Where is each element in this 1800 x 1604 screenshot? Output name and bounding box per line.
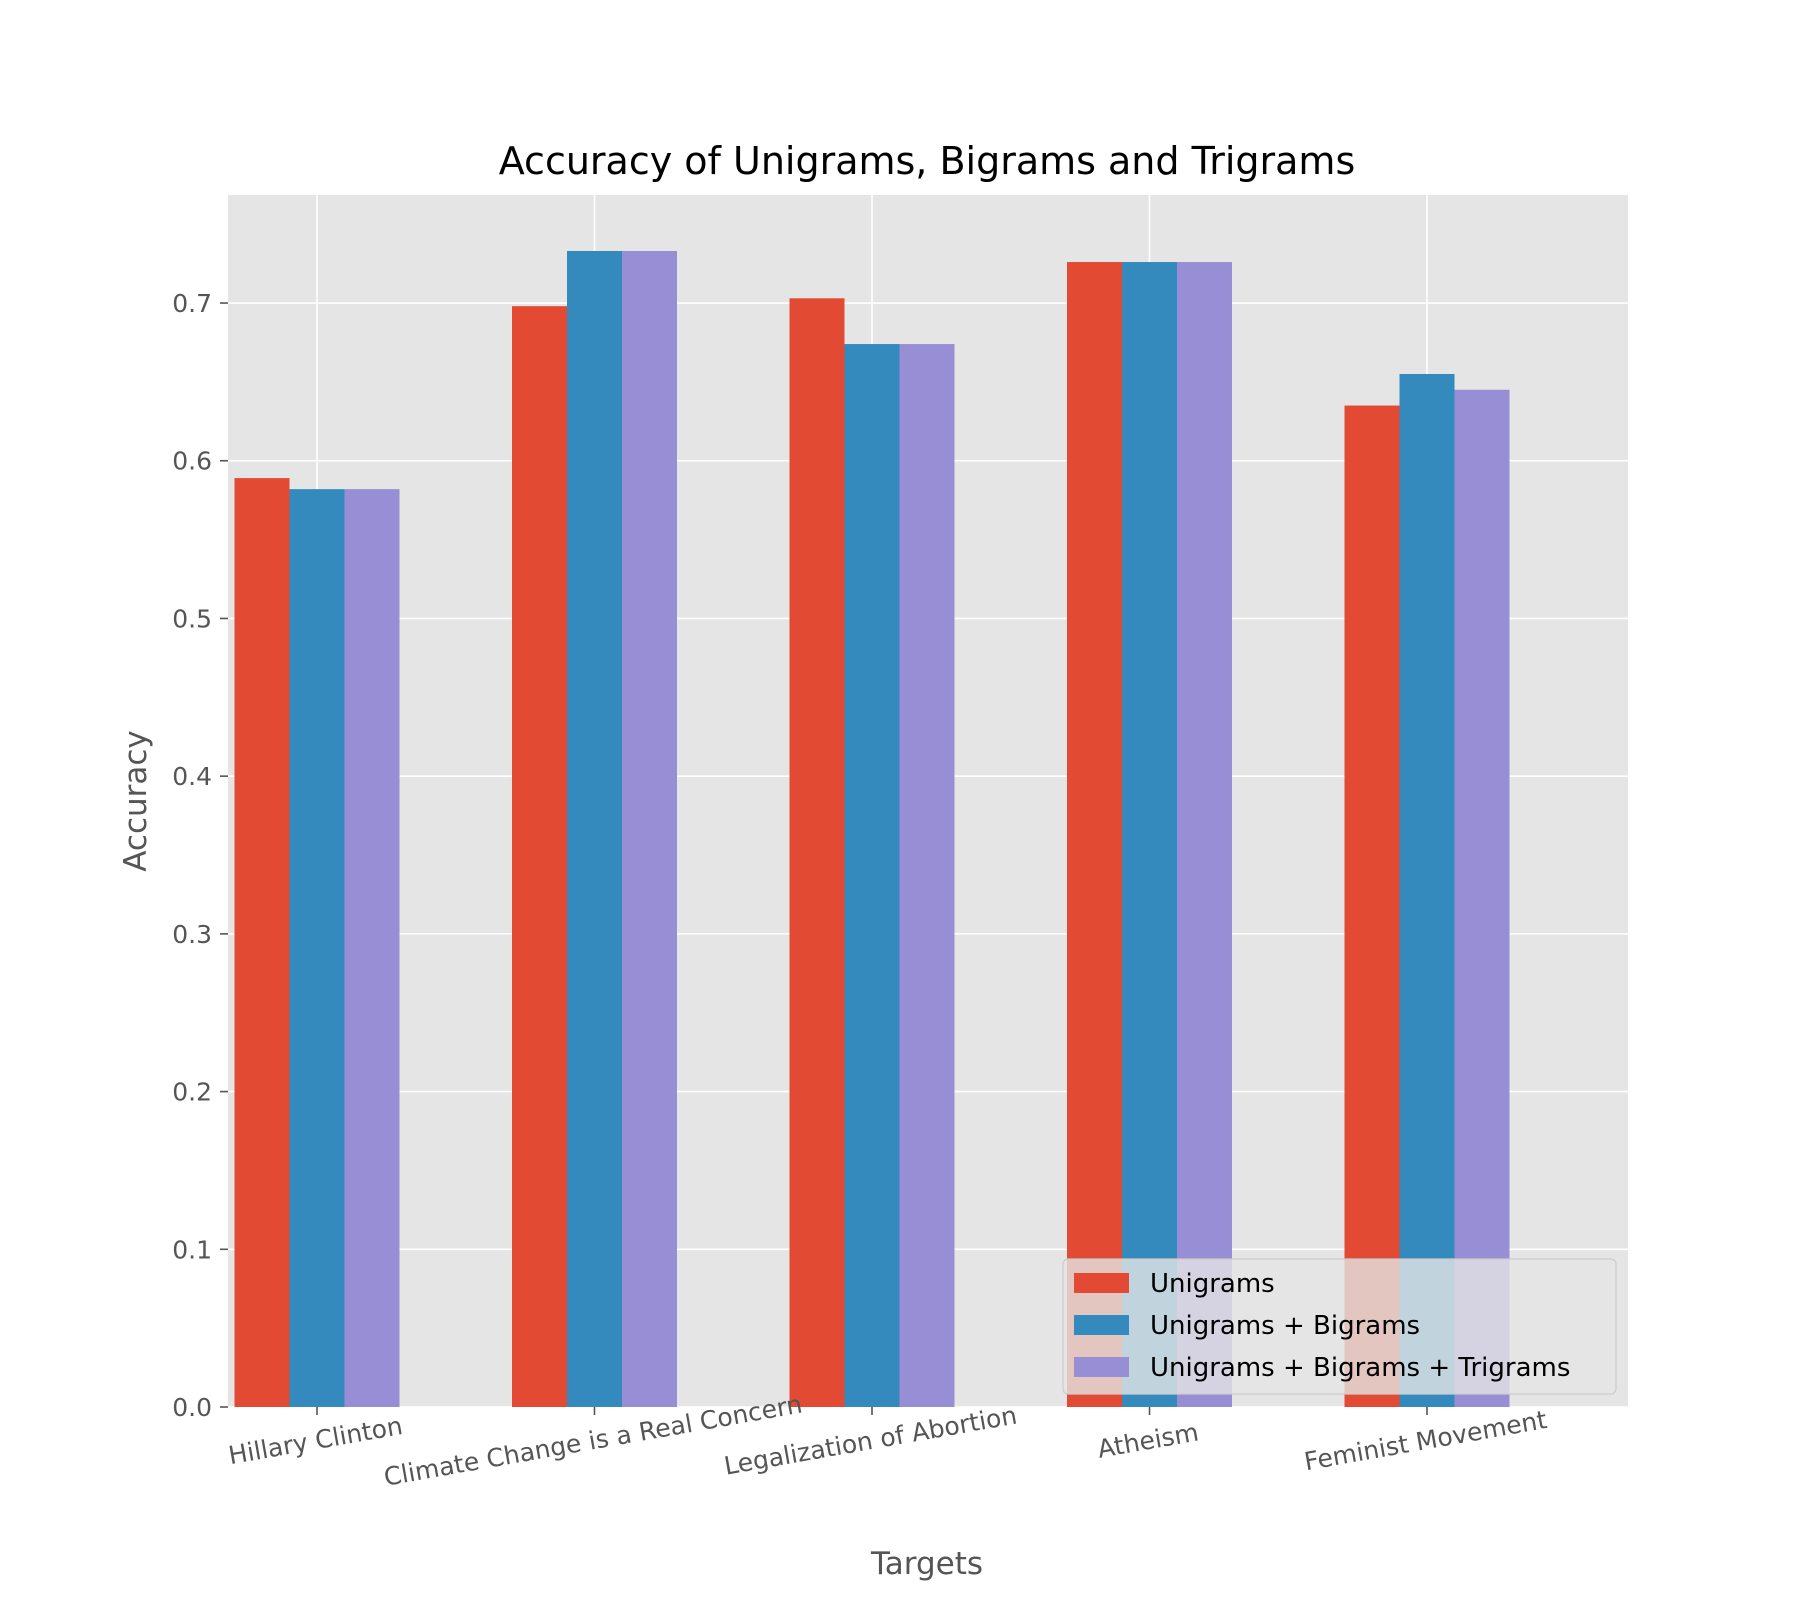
y-axis: 0.0 0.1 0.2 0.3 0.4 0.5 0.6 0.7 bbox=[172, 289, 228, 1422]
bar bbox=[1067, 262, 1122, 1408]
legend-swatch bbox=[1074, 1315, 1129, 1335]
legend-label: Unigrams bbox=[1150, 1269, 1275, 1299]
y-tick-label: 0.6 bbox=[172, 447, 212, 476]
legend-label: Unigrams + Bigrams bbox=[1150, 1311, 1420, 1341]
legend: Unigrams Unigrams + Bigrams Unigrams + Big… bbox=[1062, 1258, 1617, 1395]
bar bbox=[289, 489, 345, 1408]
bar bbox=[1344, 405, 1400, 1407]
bar bbox=[234, 478, 290, 1408]
legend-box bbox=[1062, 1258, 1617, 1395]
chart-title: Accuracy of Unigrams, Bigrams and Trigra… bbox=[499, 139, 1356, 183]
x-axis-label: Targets bbox=[870, 1546, 983, 1582]
bar bbox=[344, 489, 400, 1408]
y-axis-label: Accuracy bbox=[118, 730, 154, 872]
y-tick-label: 0.1 bbox=[172, 1235, 212, 1264]
y-tick-label: 0.2 bbox=[172, 1078, 212, 1107]
bar bbox=[567, 250, 622, 1408]
x-tick-label: Feminist Movement bbox=[1302, 1405, 1549, 1476]
legend-label: Unigrams + Bigrams + Trigrams bbox=[1150, 1353, 1570, 1383]
bar bbox=[1177, 262, 1232, 1408]
bar bbox=[1454, 389, 1510, 1408]
x-tick-label: Atheism bbox=[1095, 1417, 1201, 1463]
bar bbox=[1399, 374, 1455, 1408]
x-tick-label: Hillary Clinton bbox=[226, 1411, 404, 1470]
bar bbox=[789, 298, 845, 1407]
legend-swatch bbox=[1074, 1273, 1129, 1293]
y-tick-label: 0.7 bbox=[172, 289, 212, 318]
bar bbox=[899, 344, 955, 1408]
legend-swatch bbox=[1074, 1357, 1129, 1377]
y-tick-label: 0.5 bbox=[172, 604, 212, 633]
bars bbox=[234, 250, 1510, 1408]
bar bbox=[844, 344, 900, 1408]
y-tick-label: 0.0 bbox=[172, 1393, 212, 1422]
bar bbox=[1122, 262, 1177, 1408]
y-tick-label: 0.3 bbox=[172, 920, 212, 949]
y-tick-label: 0.4 bbox=[172, 762, 212, 791]
bar bbox=[622, 250, 677, 1408]
bar bbox=[512, 306, 567, 1407]
